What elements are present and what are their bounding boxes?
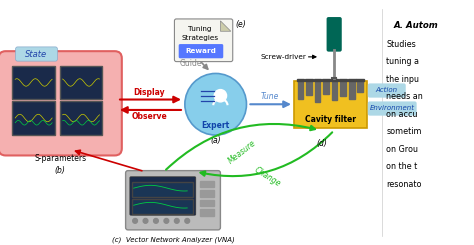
Text: S-parameters: S-parameters	[34, 154, 86, 163]
Text: Studies: Studies	[386, 39, 416, 49]
FancyBboxPatch shape	[12, 66, 55, 99]
FancyBboxPatch shape	[294, 81, 367, 128]
Bar	[322, 79, 330, 81]
Text: Guide: Guide	[180, 59, 202, 68]
Text: on the t: on the t	[386, 162, 418, 171]
Text: (c)  Vector Network Analyzer (VNA): (c) Vector Network Analyzer (VNA)	[112, 236, 234, 243]
Text: (a): (a)	[210, 136, 221, 146]
FancyBboxPatch shape	[60, 66, 102, 99]
Text: Tune: Tune	[261, 92, 279, 101]
Text: the inpu: the inpu	[386, 75, 419, 84]
Text: (b): (b)	[55, 166, 65, 175]
Text: sometim: sometim	[386, 127, 422, 136]
Bar	[306, 81, 312, 95]
Bar	[315, 81, 320, 102]
Bar	[200, 199, 214, 206]
FancyBboxPatch shape	[174, 19, 233, 61]
Text: Display: Display	[134, 88, 165, 98]
Bar	[200, 209, 214, 216]
Polygon shape	[220, 21, 231, 31]
FancyBboxPatch shape	[126, 171, 220, 230]
Text: Screw-driver: Screw-driver	[261, 54, 306, 60]
Bar	[348, 79, 356, 81]
FancyBboxPatch shape	[60, 101, 102, 135]
Text: needs an: needs an	[386, 92, 423, 101]
Text: resonato: resonato	[386, 180, 422, 189]
FancyBboxPatch shape	[132, 199, 193, 214]
FancyBboxPatch shape	[16, 47, 57, 61]
Text: Reward: Reward	[185, 48, 217, 54]
Text: Change: Change	[253, 165, 283, 188]
FancyBboxPatch shape	[12, 101, 55, 135]
Bar	[305, 79, 313, 81]
Text: Cavity filter: Cavity filter	[305, 115, 356, 124]
Bar	[314, 79, 321, 81]
FancyBboxPatch shape	[130, 177, 196, 215]
Circle shape	[164, 219, 169, 223]
Text: Measure: Measure	[226, 138, 257, 165]
Text: on Grou: on Grou	[386, 145, 419, 154]
Bar	[349, 81, 355, 98]
Circle shape	[154, 219, 158, 223]
Bar	[357, 81, 363, 92]
Text: on accu: on accu	[386, 110, 418, 119]
Circle shape	[185, 74, 246, 135]
Text: Tuning: Tuning	[188, 26, 211, 32]
Text: tuning a: tuning a	[386, 57, 419, 66]
Bar	[200, 181, 214, 187]
Circle shape	[143, 219, 148, 223]
Circle shape	[185, 219, 190, 223]
FancyBboxPatch shape	[368, 83, 406, 98]
Circle shape	[174, 219, 179, 223]
Bar	[356, 79, 364, 81]
FancyBboxPatch shape	[132, 182, 193, 197]
Bar	[323, 81, 329, 94]
Bar	[332, 81, 337, 100]
FancyBboxPatch shape	[179, 44, 223, 58]
Text: Strategies: Strategies	[181, 35, 219, 41]
FancyBboxPatch shape	[0, 51, 122, 156]
Text: Environment: Environment	[370, 105, 414, 111]
FancyBboxPatch shape	[368, 101, 417, 116]
Text: A. Autom: A. Autom	[393, 21, 438, 30]
Text: (e): (e)	[236, 20, 246, 29]
Text: Observe: Observe	[131, 112, 167, 121]
Bar	[200, 190, 214, 197]
Text: Action: Action	[376, 87, 398, 93]
Bar	[340, 81, 346, 96]
Circle shape	[214, 90, 227, 102]
Text: (d): (d)	[317, 139, 328, 148]
Bar	[298, 81, 303, 98]
Bar	[331, 79, 338, 81]
Text: State: State	[26, 49, 47, 59]
Bar	[339, 79, 347, 81]
Circle shape	[133, 219, 137, 223]
Bar	[297, 79, 304, 81]
Text: Expert: Expert	[201, 121, 230, 130]
FancyBboxPatch shape	[327, 17, 342, 52]
